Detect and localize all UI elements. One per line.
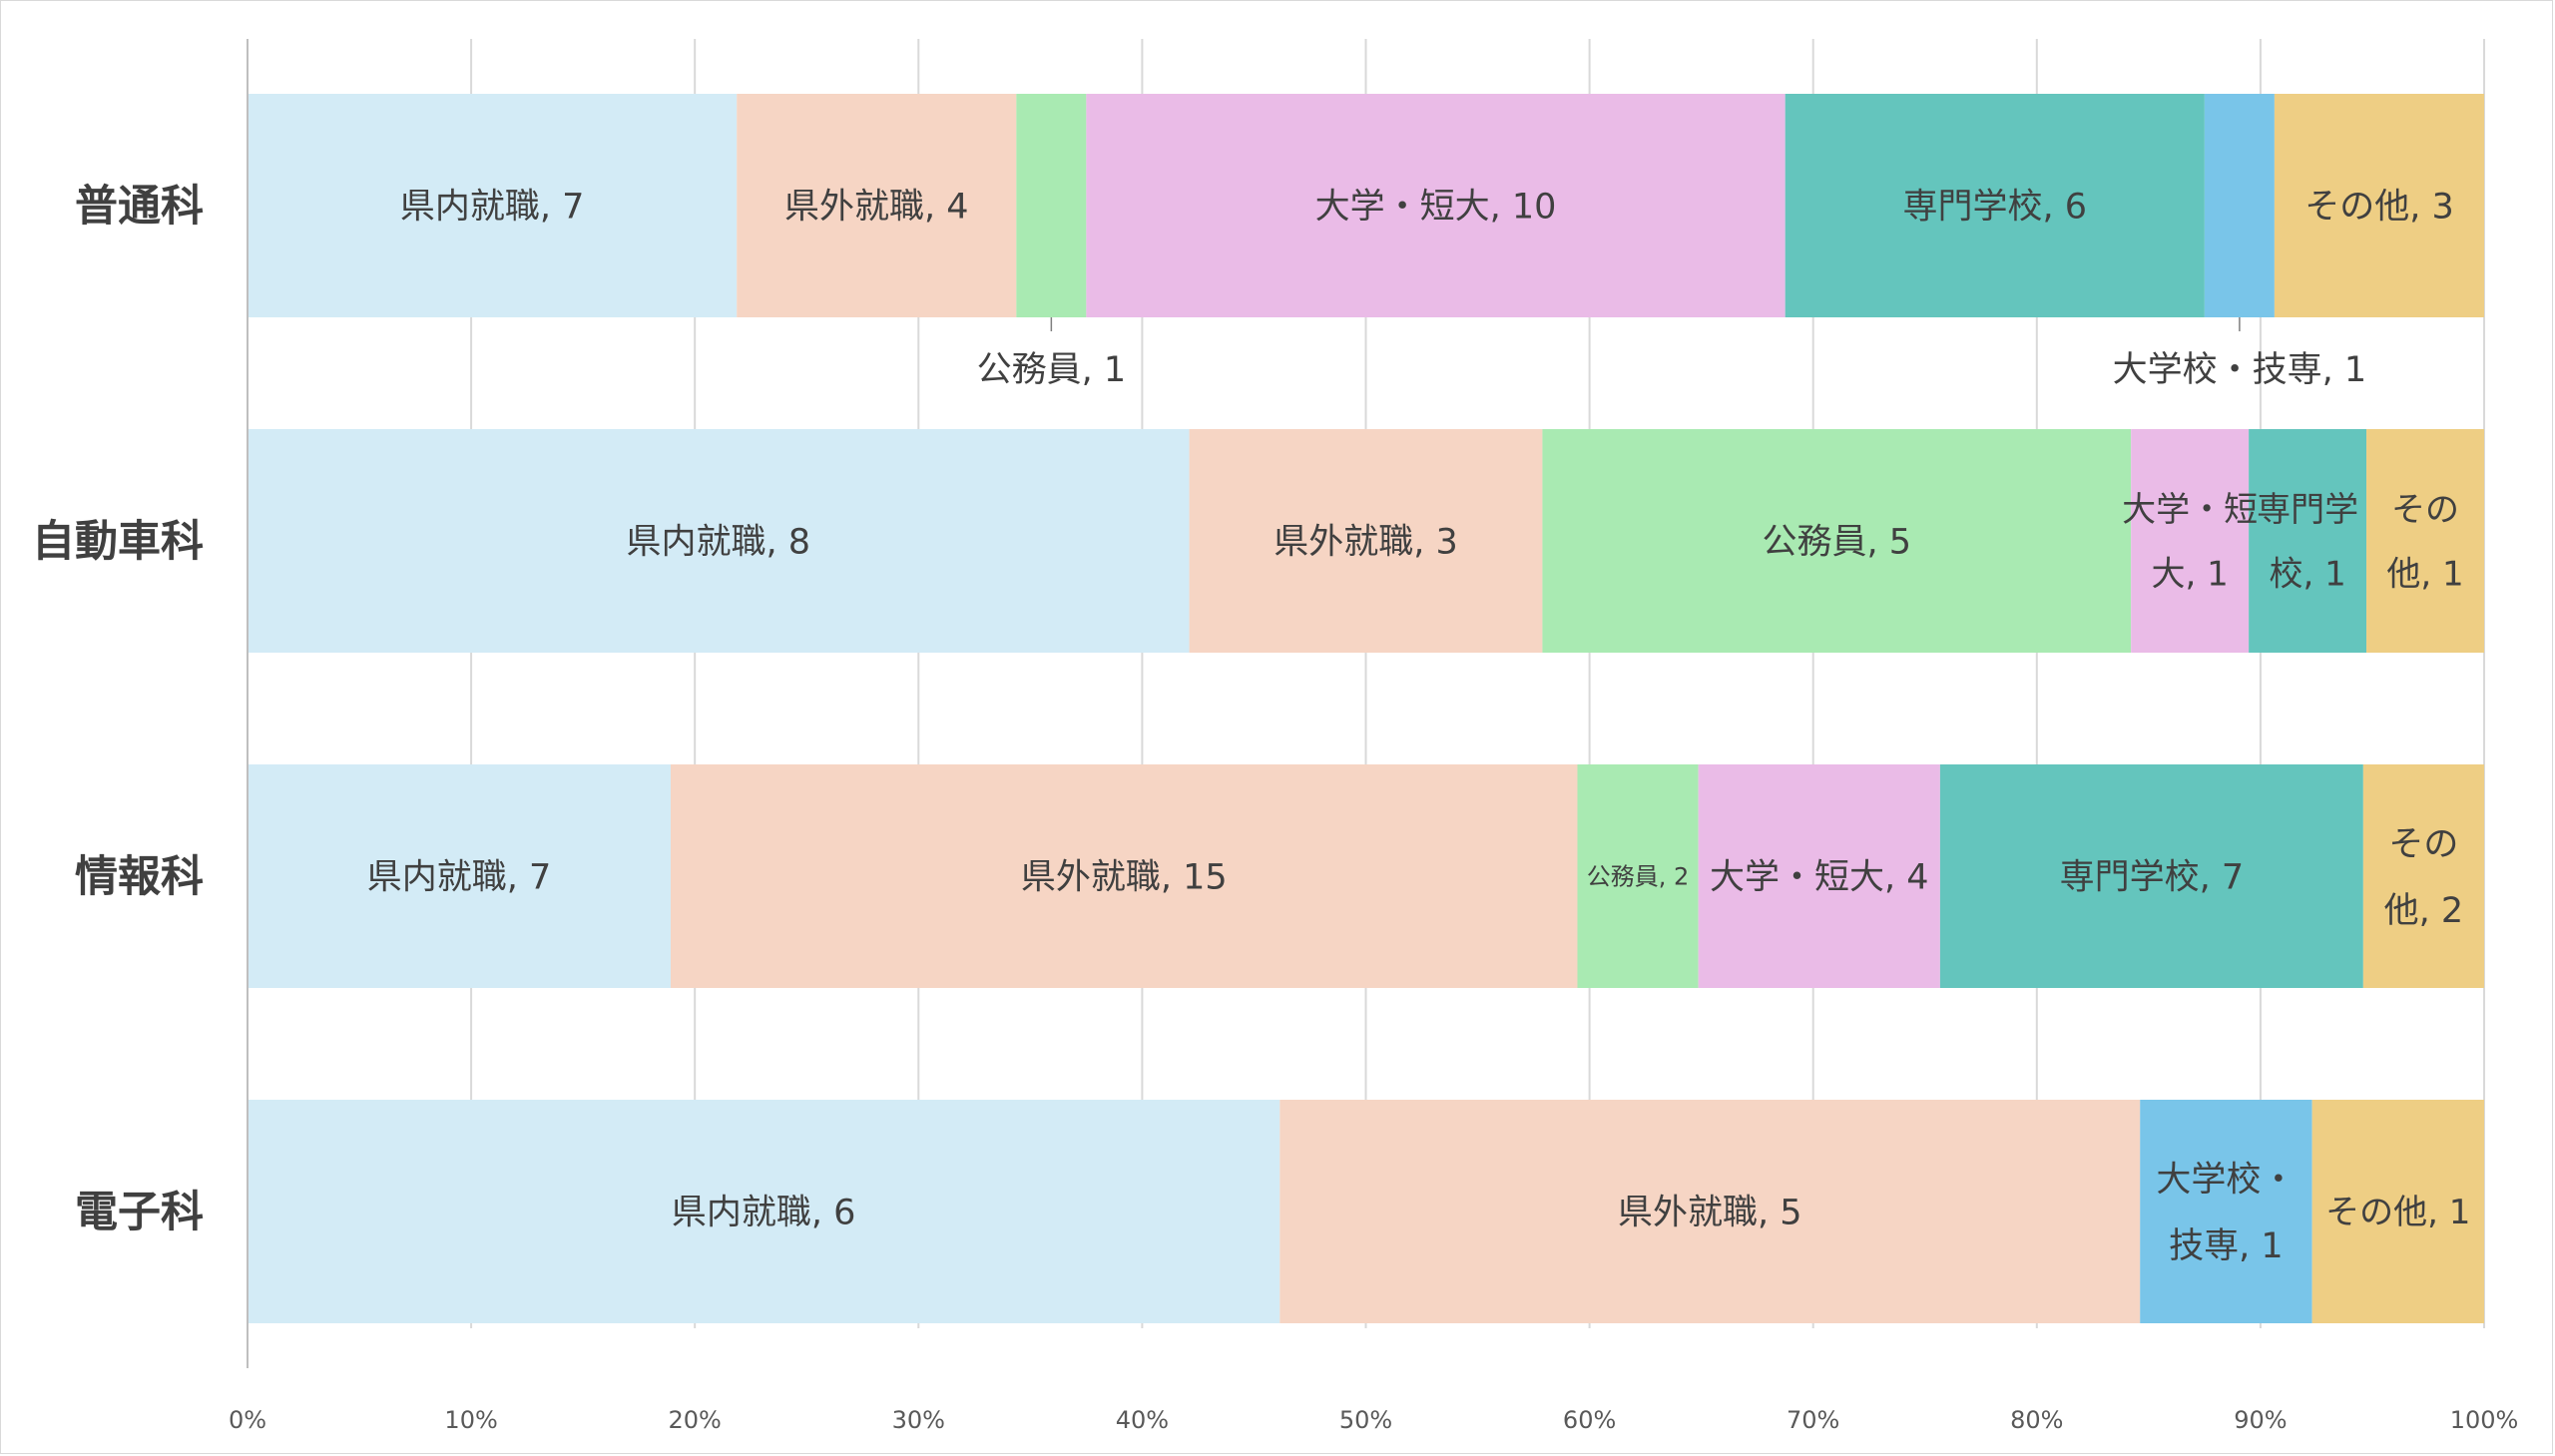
bar-segment	[670, 764, 1578, 988]
bar-segment	[248, 429, 1190, 653]
data-label: 公務員, 1	[977, 350, 1127, 390]
bar-segment	[248, 94, 738, 317]
data-label: 県外就職, 3	[1274, 523, 1458, 563]
bar-segment	[2140, 1100, 2312, 1323]
data-label: 公務員, 5	[1763, 523, 1912, 563]
bar-segment	[2274, 94, 2484, 317]
bar-segment	[2131, 429, 2250, 653]
data-label: 大学・短大, 10	[1315, 188, 1557, 228]
x-tick-label: 100%	[2450, 1406, 2519, 1434]
data-labels: 県内就職, 7 県外就職, 4 公務員, 1 大学・短大, 10 専門学校, 6 大学校・…	[367, 188, 2471, 1266]
bar-segment	[1086, 94, 1786, 317]
bar-segment	[2249, 429, 2367, 653]
category-label: 自動車科	[32, 517, 204, 567]
x-tick-label: 30%	[892, 1406, 945, 1434]
data-label: 県内就職, 8	[627, 523, 811, 563]
data-label: その他, 1	[2325, 1193, 2470, 1232]
bars	[248, 94, 2484, 1323]
data-label: 専門学校, 6	[1903, 188, 2088, 228]
bar-segment	[1577, 764, 1699, 988]
bar-segment	[248, 764, 671, 988]
data-label: 大学・短大, 4	[1710, 858, 1929, 898]
data-label: 県外就職, 4	[784, 188, 969, 228]
bar-segment	[2204, 94, 2275, 317]
data-label: 県内就職, 7	[400, 188, 585, 228]
x-tick-label: 90%	[2234, 1406, 2287, 1434]
x-tick-label: 60%	[1563, 1406, 1616, 1434]
data-label: 専門学校, 7	[2060, 858, 2245, 898]
x-tick-label: 10%	[444, 1406, 497, 1434]
data-label: 専門学校, 1	[2257, 490, 2358, 595]
bar-segment	[1785, 94, 2205, 317]
bar-segment	[248, 1100, 1280, 1323]
x-tick-label: 20%	[669, 1406, 722, 1434]
data-label: 県内就職, 6	[672, 1194, 856, 1233]
x-tick-label: 50%	[1339, 1406, 1392, 1434]
bar-segment	[1279, 1100, 2141, 1323]
x-tick-label: 0%	[229, 1406, 266, 1434]
data-label: その他, 1	[2386, 490, 2463, 595]
category-label: 電子科	[75, 1188, 204, 1237]
bar-segment	[1542, 429, 2132, 653]
bar-segment	[1016, 94, 1087, 317]
bar-segment	[2366, 429, 2484, 653]
data-label: 大学・短大, 1	[2122, 490, 2258, 595]
bar-segment	[1698, 764, 1940, 988]
bar-segment	[2362, 764, 2484, 988]
data-label: 大学校・技専, 1	[2156, 1160, 2296, 1266]
category-label: 普通科	[75, 182, 204, 232]
axes: 0% 10% 20% 30% 40% 50% 60% 70% 80% 90% 100% 普通科自動車科…	[32, 39, 2518, 1434]
data-label: 公務員, 2	[1587, 863, 1690, 891]
x-tick-label: 70%	[1787, 1406, 1839, 1434]
x-tick-label: 40%	[1116, 1406, 1169, 1434]
data-label: 県内就職, 7	[367, 858, 552, 898]
bar-segment	[2311, 1100, 2484, 1323]
data-label: 県外就職, 15	[1021, 858, 1228, 898]
x-tick-label: 80%	[2010, 1406, 2063, 1434]
category-label: 情報科	[75, 852, 204, 902]
data-label: その他, 3	[2304, 188, 2454, 228]
data-label: 県外就職, 5	[1618, 1194, 1802, 1233]
bar-segment	[1939, 764, 2363, 988]
data-label: その他, 2	[2384, 824, 2464, 931]
data-label: 大学校・技専, 1	[2113, 350, 2367, 390]
bar-segment	[1189, 429, 1543, 653]
bar-segment	[737, 94, 1017, 317]
